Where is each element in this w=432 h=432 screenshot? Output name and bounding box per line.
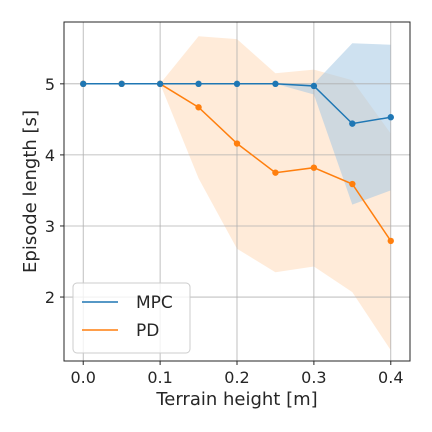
point-pd xyxy=(195,104,202,111)
legend-box xyxy=(72,282,191,354)
x-tick-label: 0.3 xyxy=(301,368,326,387)
point-mpc xyxy=(349,120,356,127)
y-tick-label: 2 xyxy=(45,288,55,307)
legend-label-pd: PD xyxy=(136,321,159,341)
y-axis-label: Episode length [s] xyxy=(20,110,41,273)
legend: MPC PD xyxy=(72,282,191,354)
point-mpc xyxy=(387,114,394,121)
y-axis-ticks: 2 3 4 5 xyxy=(45,75,64,307)
x-tick-label: 0.0 xyxy=(70,368,95,387)
legend-label-mpc: MPC xyxy=(136,293,173,313)
band-mpc xyxy=(83,43,391,205)
point-pd xyxy=(310,164,318,171)
point-mpc xyxy=(118,80,125,88)
series-points xyxy=(80,80,394,245)
point-pd xyxy=(349,180,356,188)
x-tick-label: 0.2 xyxy=(224,368,249,387)
point-mpc xyxy=(310,82,318,90)
y-tick-label: 4 xyxy=(45,146,55,165)
point-pd xyxy=(387,237,394,245)
x-axis-label: Terrain height [m] xyxy=(155,389,317,410)
x-tick-label: 0.4 xyxy=(378,368,403,387)
x-axis-ticks: 0.0 0.1 0.2 0.3 0.4 xyxy=(70,361,404,387)
point-mpc xyxy=(156,80,164,88)
y-tick-label: 5 xyxy=(45,75,55,94)
point-pd xyxy=(272,169,279,176)
y-tick-label: 3 xyxy=(45,217,55,236)
x-tick-label: 0.1 xyxy=(147,368,172,387)
point-mpc xyxy=(272,80,279,88)
point-mpc xyxy=(233,80,241,88)
point-pd xyxy=(233,140,241,147)
point-mpc xyxy=(80,80,87,88)
point-mpc xyxy=(195,80,202,88)
